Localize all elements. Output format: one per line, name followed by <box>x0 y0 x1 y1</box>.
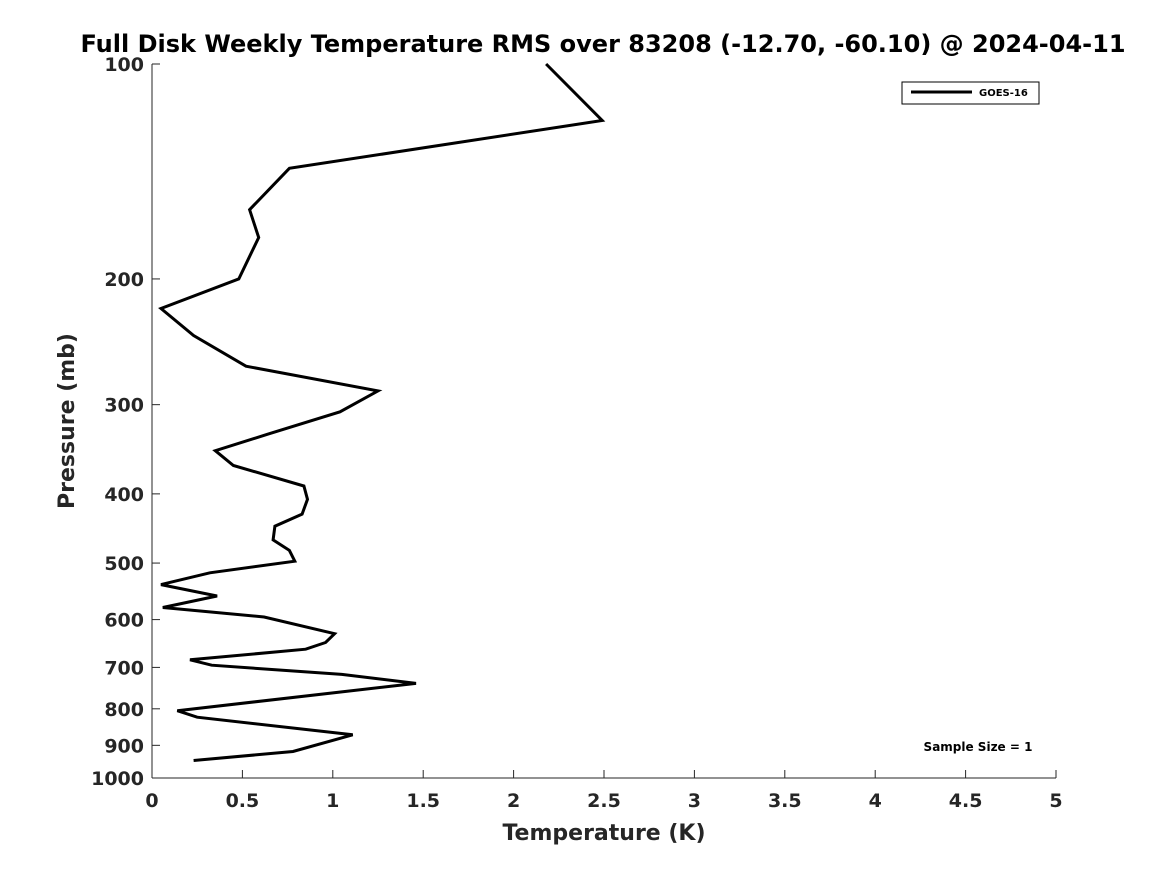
y-tick-label: 500 <box>104 553 144 575</box>
x-tick-label: 2 <box>507 790 520 812</box>
x-tick-label: 3.5 <box>768 790 802 812</box>
x-tick-label: 1.5 <box>406 790 440 812</box>
sample-size-annotation: Sample Size = 1 <box>924 740 1033 754</box>
y-tick-label: 600 <box>104 610 144 632</box>
x-tick-label: 0 <box>145 790 158 812</box>
x-axis-label: Temperature (K) <box>502 821 705 846</box>
x-tick-label: 1 <box>326 790 339 812</box>
series-layer <box>158 62 606 762</box>
y-tick-label: 100 <box>104 54 144 76</box>
y-tick-label: 300 <box>104 395 144 417</box>
y-axis-label: Pressure (mb) <box>55 333 80 509</box>
y-axis-ticks: 100 200 300 400 500 600 700 800 900 1000 <box>91 54 160 790</box>
legend: GOES-16 <box>901 81 1040 105</box>
x-tick-label: 4.5 <box>949 790 983 812</box>
x-tick-label: 4 <box>869 790 882 812</box>
x-tick-label: 5 <box>1049 790 1062 812</box>
y-tick-label: 200 <box>104 269 144 291</box>
x-axis-ticks: 0 0.5 1 1.5 2 2.5 3 3.5 4 4.5 5 <box>145 770 1063 812</box>
x-tick-label: 2.5 <box>587 790 621 812</box>
y-tick-label: 700 <box>104 657 144 679</box>
y-tick-label: 1000 <box>91 768 144 790</box>
legend-label: GOES-16 <box>979 88 1028 99</box>
series-line-goes-16 <box>158 62 606 762</box>
x-tick-label: 0.5 <box>226 790 260 812</box>
y-tick-label: 400 <box>104 484 144 506</box>
y-tick-label: 800 <box>104 699 144 721</box>
chart-title: Full Disk Weekly Temperature RMS over 83… <box>80 30 1125 58</box>
y-tick-label: 900 <box>104 735 144 757</box>
x-tick-label: 3 <box>688 790 701 812</box>
